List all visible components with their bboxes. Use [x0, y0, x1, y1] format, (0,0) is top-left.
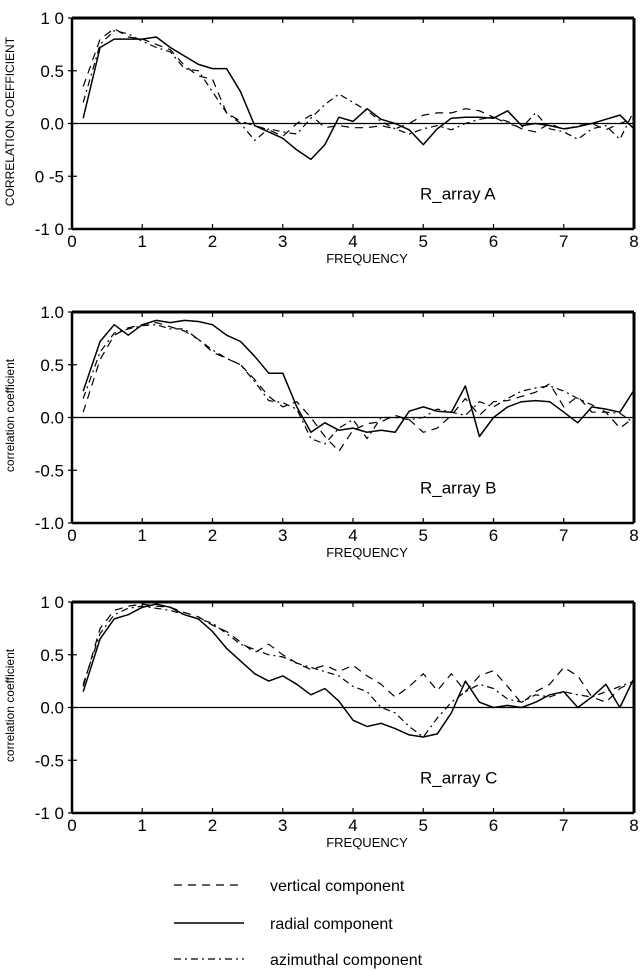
y-tick-label: 1.0	[40, 303, 64, 322]
legend-label-azimuthal: azimuthal component	[270, 952, 423, 969]
panel-label: R_array C	[420, 768, 497, 787]
y-tick-label: 0.0	[40, 699, 64, 718]
series-line-radial	[82, 36, 635, 161]
x-tick-label: 3	[278, 526, 287, 545]
y-tick-label: 1 0	[40, 9, 64, 28]
x-tick-label: 7	[559, 232, 568, 251]
y-tick-label: 0 -5	[35, 167, 64, 186]
y-axis-title: CORRELATION COEFFICIENT	[3, 36, 17, 206]
x-axis-title: FREQUENCY	[326, 545, 408, 560]
x-tick-label: 0	[67, 526, 76, 545]
x-tick-label: 1	[138, 816, 147, 835]
series-line-radial	[82, 319, 635, 438]
series-line-azimuthal	[82, 30, 635, 141]
series-line-vertical	[82, 322, 635, 452]
y-tick-label: -1 0	[35, 804, 64, 823]
x-tick-label: 1	[138, 526, 147, 545]
x-tick-label: 3	[278, 232, 287, 251]
legend-label-radial: radial component	[270, 916, 393, 933]
x-tick-label: 8	[629, 816, 638, 835]
y-tick-label: 0.0	[40, 115, 64, 134]
x-tick-label: 7	[559, 526, 568, 545]
y-tick-label: -1.0	[35, 514, 64, 533]
panel-label: R_array B	[420, 478, 497, 497]
y-tick-label: 0.5	[40, 646, 64, 665]
chart-panels: 0 1 2 3 4 5 6 7 8 1 0 0.5 0.0 0 -5 -1 0 FREQUENCY CORRE…	[3, 9, 639, 850]
x-tick-label: 5	[419, 232, 428, 251]
x-axis-title: FREQUENCY	[326, 251, 408, 266]
x-tick-label: 3	[278, 816, 287, 835]
x-tick-label: 4	[348, 526, 357, 545]
legend-label-vertical: vertical component	[270, 878, 405, 895]
legend: vertical component radial component azim…	[174, 878, 423, 969]
series-line-azimuthal	[82, 324, 635, 445]
y-tick-label: -1 0	[35, 220, 64, 239]
x-tick-label: 6	[489, 816, 498, 835]
series-line-vertical	[82, 603, 635, 704]
x-tick-label: 8	[629, 232, 638, 251]
x-tick-label: 6	[489, 526, 498, 545]
series-line-radial	[82, 603, 635, 738]
x-tick-label: 5	[419, 816, 428, 835]
x-tick-label: 7	[559, 816, 568, 835]
chart-panel-c: 0 1 2 3 4 5 6 7 8 1 0 0.5 0.0 -0.5 -1 0 FREQUENCY corre…	[3, 593, 639, 850]
chart-panel-b: 0 1 2 3 4 5 6 7 8 1.0 0.5 0.0 -0.5 -1.0 FREQUENCY corre…	[3, 303, 639, 560]
y-tick-label: 0.5	[40, 356, 64, 375]
x-tick-label: 5	[419, 526, 428, 545]
series-line-vertical	[82, 28, 635, 137]
y-tick-label: 1 0	[40, 593, 64, 612]
x-axis-title: FREQUENCY	[326, 835, 408, 850]
x-tick-label: 2	[208, 232, 217, 251]
x-tick-label: 0	[67, 816, 76, 835]
y-axis-title: correlation coefficient	[3, 358, 17, 472]
series-line-azimuthal	[82, 605, 635, 738]
x-tick-label: 6	[489, 232, 498, 251]
x-tick-label: 0	[67, 232, 76, 251]
y-tick-label: 0.0	[40, 409, 64, 428]
panel-label: R_array A	[420, 184, 496, 203]
y-tick-label: 0.5	[40, 62, 64, 81]
y-tick-label: -0.5	[35, 751, 64, 770]
x-tick-label: 4	[348, 232, 357, 251]
chart-panel-a: 0 1 2 3 4 5 6 7 8 1 0 0.5 0.0 0 -5 -1 0 FREQUENCY CORRE…	[3, 9, 639, 266]
x-tick-label: 2	[208, 816, 217, 835]
x-tick-label: 4	[348, 816, 357, 835]
x-tick-label: 2	[208, 526, 217, 545]
x-tick-label: 8	[629, 526, 638, 545]
y-tick-label: -0.5	[35, 461, 64, 480]
y-axis-title: correlation coefficient	[3, 648, 17, 762]
x-tick-label: 1	[138, 232, 147, 251]
